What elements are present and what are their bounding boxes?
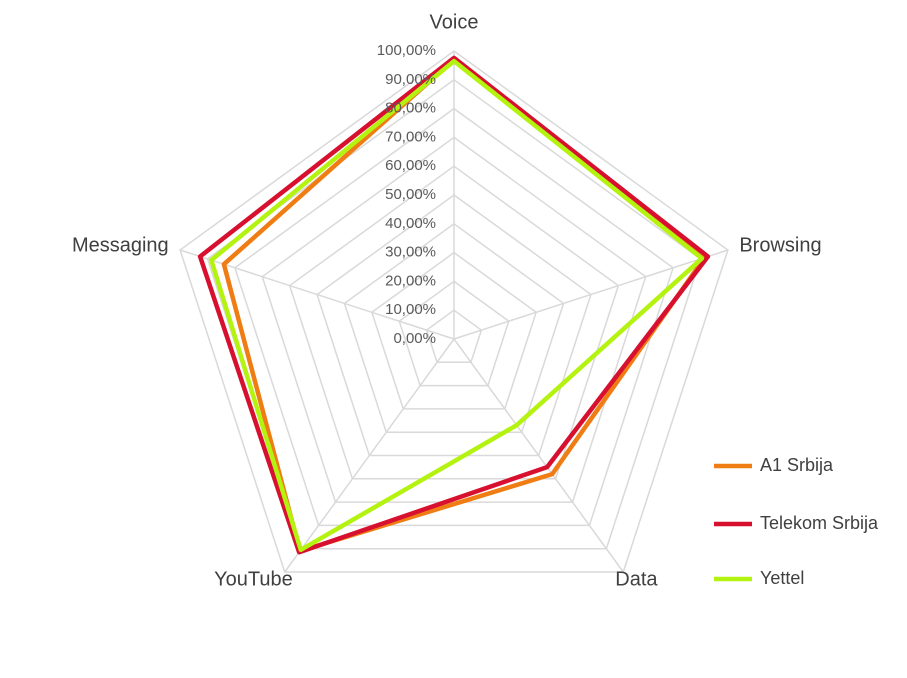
category-label: Voice (430, 11, 479, 33)
tick-label: 70,00% (385, 128, 436, 145)
series-line (209, 58, 705, 553)
tick-label: 40,00% (385, 215, 436, 232)
grid-ring (343, 222, 565, 433)
category-label: Data (615, 568, 658, 590)
grid-ring (179, 50, 729, 573)
tick-label: 10,00% (385, 301, 436, 318)
legend-label: Telekom Srbija (760, 513, 879, 533)
category-label: YouTube (214, 568, 293, 590)
tick-label: 80,00% (385, 100, 436, 117)
tick-label: 20,00% (385, 272, 436, 289)
grid-ring (425, 309, 483, 364)
tick-label: 50,00% (385, 186, 436, 203)
legend-label: A1 Srbija (760, 455, 834, 475)
grid-ring (316, 194, 592, 457)
spoke (453, 249, 729, 340)
grid-ring (233, 107, 675, 527)
legend-label: Yettel (760, 568, 804, 588)
tick-label: 60,00% (385, 157, 436, 174)
spoke (453, 338, 624, 573)
series-line (197, 55, 711, 555)
tick-label: 30,00% (385, 244, 436, 261)
grid-ring (288, 165, 620, 480)
tick-label: 100,00% (377, 42, 436, 59)
grid-ring (370, 251, 538, 410)
category-label: Messaging (72, 235, 169, 257)
spoke (284, 338, 455, 573)
tick-label: 0,00% (393, 330, 436, 347)
tick-label: 90,00% (385, 71, 436, 88)
grid-ring (398, 280, 510, 387)
category-label: Browsing (739, 235, 821, 257)
